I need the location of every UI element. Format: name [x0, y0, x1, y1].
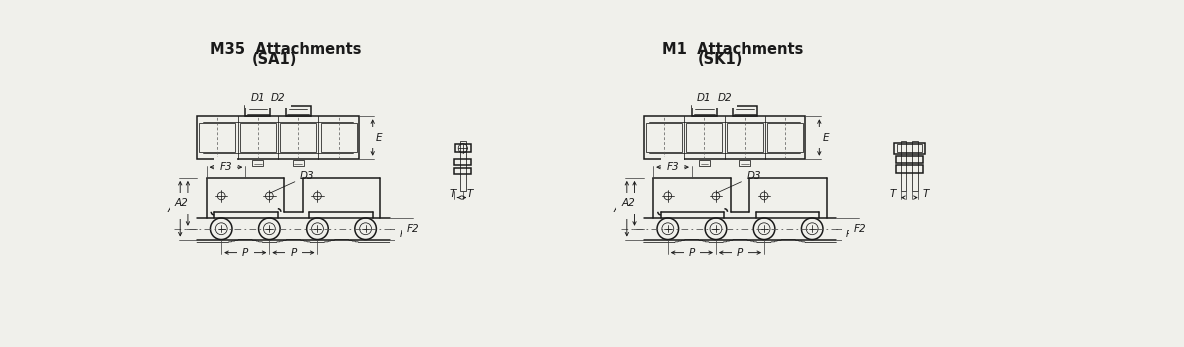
Text: (SA1): (SA1)	[251, 52, 297, 67]
Bar	[285, 105, 310, 116]
Bar	[455, 168, 471, 174]
Bar	[897, 144, 921, 152]
Bar	[894, 143, 925, 154]
Bar	[913, 141, 918, 192]
Text: D2: D2	[718, 93, 732, 103]
Bar	[240, 123, 276, 152]
Bar	[896, 155, 922, 163]
Circle shape	[355, 218, 377, 239]
Bar	[767, 123, 803, 152]
Bar	[461, 141, 465, 192]
Bar	[896, 165, 922, 172]
Text: D2: D2	[271, 93, 285, 103]
Bar	[281, 123, 316, 152]
Bar	[455, 159, 471, 165]
Bar	[455, 144, 470, 152]
Text: P: P	[689, 248, 695, 257]
Bar	[901, 141, 906, 192]
Text: T: T	[466, 189, 474, 199]
Text: F2: F2	[407, 224, 420, 234]
Text: M35  Attachments: M35 Attachments	[210, 42, 361, 57]
Bar	[245, 105, 270, 116]
Text: E: E	[375, 133, 382, 143]
Circle shape	[753, 218, 774, 239]
Text: M1  Attachments: M1 Attachments	[662, 42, 803, 57]
Text: D1: D1	[251, 93, 265, 103]
Text: F1: F1	[400, 230, 411, 239]
Text: T: T	[449, 189, 456, 199]
Circle shape	[211, 218, 232, 239]
Text: A2: A2	[175, 198, 188, 208]
Text: T: T	[890, 189, 896, 199]
Bar	[693, 105, 716, 116]
Bar	[199, 123, 236, 152]
Bar	[699, 160, 709, 166]
Text: E: E	[822, 133, 829, 143]
Bar	[740, 160, 751, 166]
Bar	[733, 105, 757, 116]
Bar	[644, 116, 805, 159]
Circle shape	[802, 218, 823, 239]
Text: A1: A1	[613, 204, 628, 214]
Text: P: P	[290, 248, 296, 257]
Text: D3: D3	[716, 171, 761, 193]
Text: F2: F2	[854, 224, 867, 234]
Bar	[198, 116, 359, 159]
Bar	[292, 160, 303, 166]
Text: P: P	[736, 248, 744, 257]
Text: D1: D1	[697, 93, 712, 103]
Bar	[727, 123, 762, 152]
Circle shape	[657, 218, 678, 239]
Text: F1: F1	[847, 230, 857, 239]
Text: F3: F3	[219, 162, 232, 172]
Text: D3: D3	[270, 171, 315, 193]
Text: T: T	[922, 189, 929, 199]
Bar	[646, 123, 682, 152]
Bar	[687, 123, 722, 152]
Text: A1: A1	[167, 204, 181, 214]
Circle shape	[706, 218, 727, 239]
Text: P: P	[243, 248, 249, 257]
Text: (SK1): (SK1)	[699, 52, 744, 67]
Text: A2: A2	[622, 198, 636, 208]
Circle shape	[307, 218, 328, 239]
Bar	[321, 123, 356, 152]
Bar	[252, 160, 263, 166]
Circle shape	[258, 218, 281, 239]
Text: F3: F3	[667, 162, 678, 172]
